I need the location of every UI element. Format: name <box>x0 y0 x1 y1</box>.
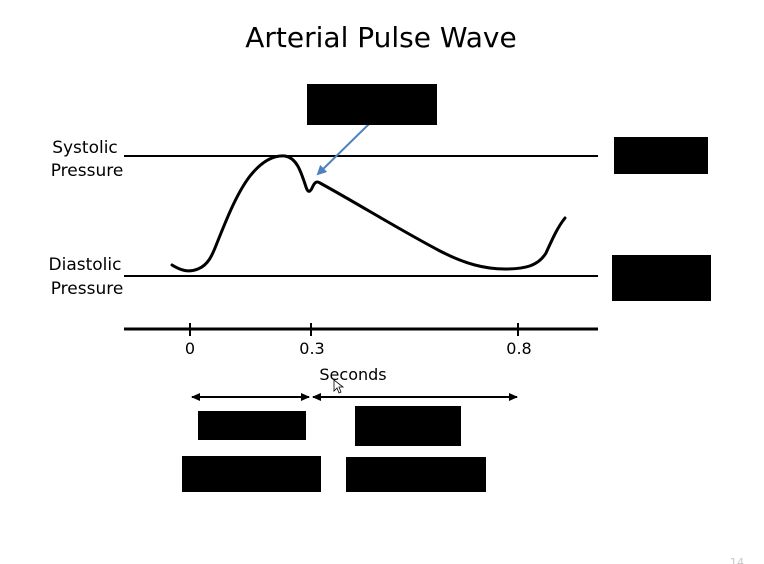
redacted-top-label <box>307 84 437 125</box>
tick-label-0.8: 0.8 <box>506 339 531 358</box>
redacted-phase2-line1 <box>355 406 461 446</box>
diastolic-label-line2: Pressure <box>51 279 124 299</box>
redacted-diastolic-value <box>612 255 711 301</box>
slide-title: Arterial Pulse Wave <box>245 21 516 54</box>
pulse-waveform <box>170 154 567 273</box>
dicrotic-notch-arrow <box>316 123 370 176</box>
redacted-phase1-line2 <box>182 456 321 492</box>
tick-label-0.3: 0.3 <box>299 339 324 358</box>
x-axis-label: Seconds <box>319 365 386 384</box>
diastolic-label-line1: Diastolic <box>49 255 122 275</box>
redacted-systolic-value <box>614 137 708 174</box>
mouse-cursor-icon <box>333 379 345 394</box>
page-number: 14 <box>730 556 744 564</box>
tick-label-0: 0 <box>185 339 195 358</box>
redacted-phase1-line1 <box>198 411 306 440</box>
systolic-label-line2: Pressure <box>51 161 124 181</box>
systolic-label-line1: Systolic <box>52 138 118 158</box>
redacted-phase2-line2 <box>346 457 486 492</box>
